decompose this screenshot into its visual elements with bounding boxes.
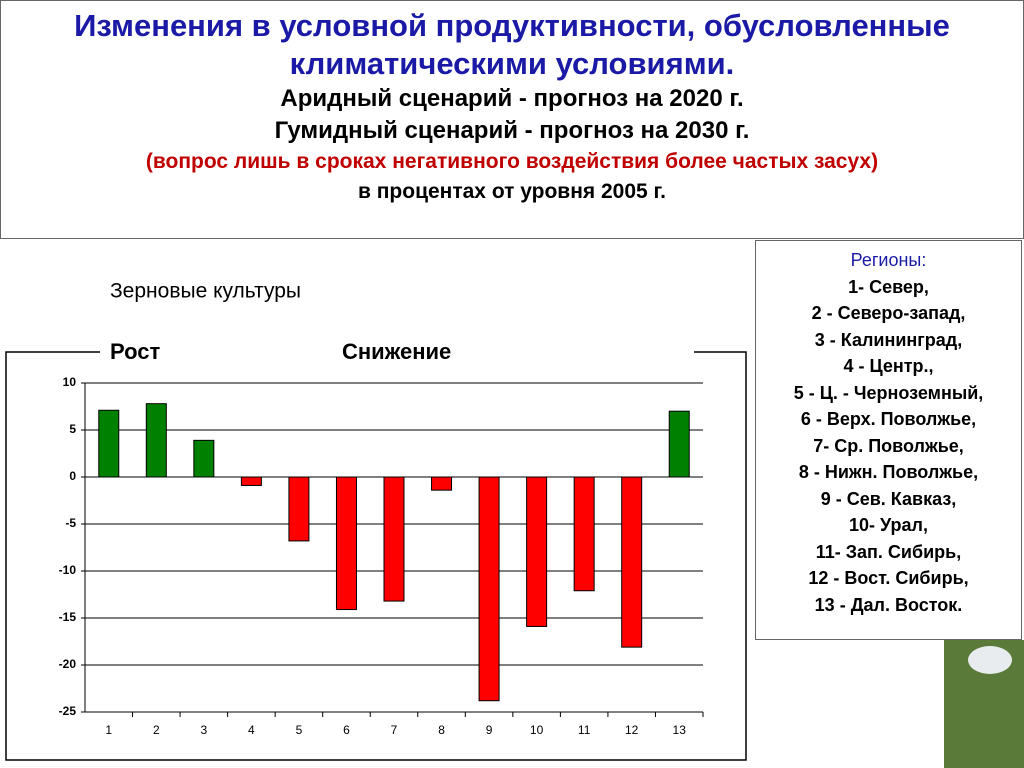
regions-title: Регионы: — [850, 250, 927, 270]
region-item: 7- Ср. Поволжье, — [813, 435, 964, 456]
x-tick-label: 13 — [673, 723, 687, 737]
note: (вопрос лишь в сроках негативного воздей… — [145, 150, 879, 173]
y-tick-label: 0 — [69, 469, 76, 483]
x-tick-label: 5 — [296, 723, 303, 737]
subtitle: Гумидный сценарий - прогноз на 2030 г. — [274, 117, 750, 144]
bar — [383, 476, 405, 602]
y-tick-label: -25 — [59, 704, 77, 718]
units: в процентах от уровня 2005 г. — [357, 180, 667, 203]
region-item: 1- Север, — [848, 276, 929, 297]
y-tick-label: -5 — [65, 516, 76, 530]
x-tick-label: 4 — [248, 723, 255, 737]
y-tick-label: -20 — [59, 657, 77, 671]
y-tick-label: -15 — [59, 610, 77, 624]
x-tick-label: 9 — [486, 723, 493, 737]
bar — [431, 476, 453, 491]
region-item: 6 - Верх. Поволжье, — [800, 409, 977, 429]
x-tick-label: 11 — [578, 723, 591, 737]
chart-frame — [5, 351, 747, 761]
x-tick-label: 8 — [438, 723, 445, 737]
x-tick-label: 2 — [153, 723, 160, 737]
region-item: 11- Зап. Сибирь, — [815, 541, 962, 562]
annotation: Снижение — [342, 339, 451, 364]
bar — [240, 476, 262, 486]
bar — [288, 476, 310, 542]
x-tick-label: 1 — [105, 723, 112, 737]
x-tick-label: 3 — [201, 723, 208, 737]
chart-title: Зерновые культуры — [110, 280, 301, 303]
region-item: 13 - Дал. Восток. — [814, 594, 963, 615]
region-item: 4 - Центр., — [843, 356, 934, 376]
x-tick-label: 7 — [391, 723, 398, 737]
bar — [478, 476, 500, 702]
x-tick-label: 12 — [625, 723, 639, 737]
region-item: 10- Урал, — [849, 515, 928, 535]
title: Изменения в условной продуктивности, обу… — [74, 8, 950, 81]
bar — [98, 409, 120, 478]
y-tick-label: 10 — [63, 375, 77, 389]
subtitle: Аридный сценарий - прогноз на 2020 г. — [280, 85, 744, 112]
region-item: 2 - Северо-запад, — [811, 303, 966, 323]
bar — [621, 476, 643, 648]
bar — [335, 476, 357, 611]
bar — [573, 476, 595, 592]
bar — [145, 403, 167, 478]
header: Изменения в условной продуктивности, обу… — [0, 0, 1024, 239]
decor-bird — [968, 646, 1012, 674]
y-tick-label: 5 — [69, 422, 76, 436]
region-item: 5 - Ц. - Черноземный, — [793, 382, 984, 403]
region-item: 9 - Сев. Кавказ, — [820, 488, 957, 509]
y-tick-label: -10 — [59, 563, 77, 577]
annotation: Рост — [110, 339, 161, 364]
x-tick-label: 6 — [343, 723, 350, 737]
regions-box: Регионы: 1- Север, 2 - Северо-запад, 3 - К… — [755, 240, 1022, 640]
bar — [668, 410, 690, 478]
region-item: 12 - Вост. Сибирь, — [808, 568, 969, 588]
bar — [193, 439, 215, 478]
bar — [526, 476, 548, 627]
x-tick-label: 10 — [530, 723, 544, 737]
region-item: 3 - Калининград, — [814, 329, 963, 350]
region-item: 8 - Нижн. Поволжье, — [798, 462, 979, 482]
